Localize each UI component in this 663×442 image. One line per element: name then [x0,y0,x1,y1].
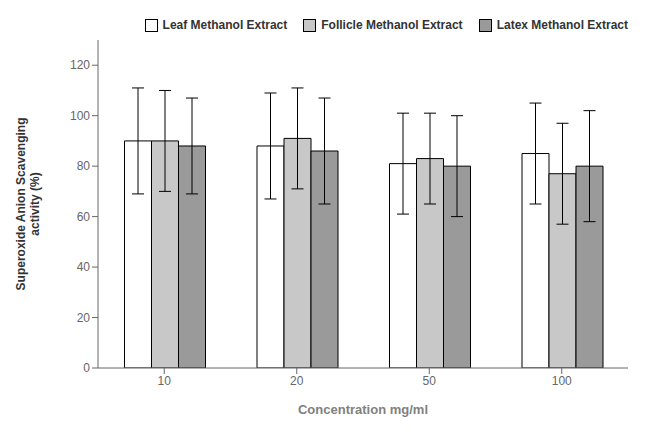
html-text:Leaf Methanol Extract: Leaf Methanol Extract [162,18,288,32]
html-text:Follicle Methanol Extract: Follicle Methanol Extract [321,18,463,32]
svg-text:10: 10 [158,374,172,388]
svg-text:40: 40 [77,260,91,274]
svg-text:20: 20 [77,311,91,325]
svg-text:Superoxide Anion Scavengingact: Superoxide Anion Scavengingactivity (%) [14,118,42,291]
svg-text:100: 100 [70,109,90,123]
html-text:Latex Methanol Extract: Latex Methanol Extract [496,18,628,32]
svg-text:Concentration mg/ml: Concentration mg/ml [298,402,428,417]
svg-text:0: 0 [83,361,90,375]
svg-text:80: 80 [77,159,91,173]
svg-text:50: 50 [423,374,437,388]
svg-text:60: 60 [77,210,91,224]
svg-text:100: 100 [552,374,572,388]
svg-text:20: 20 [290,374,304,388]
svg-text:120: 120 [70,58,90,72]
